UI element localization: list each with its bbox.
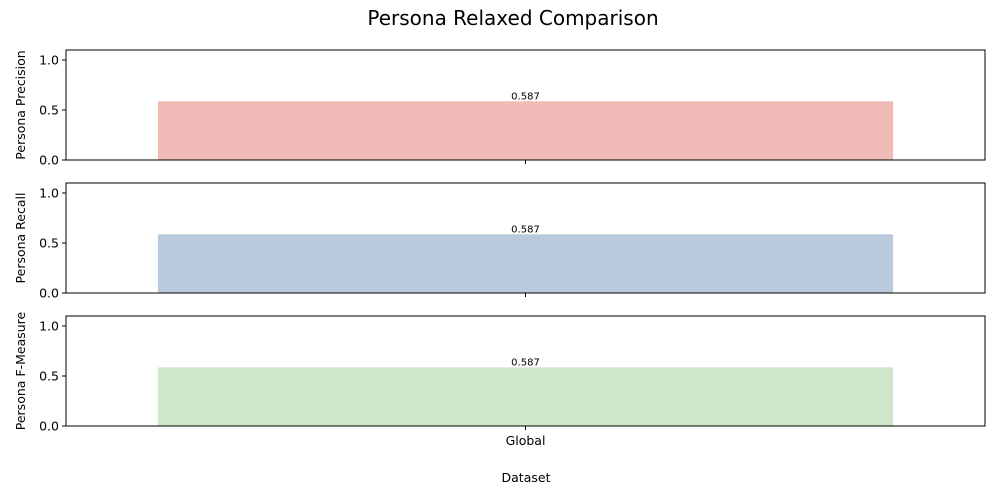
data-label: 0.587 [511, 357, 540, 368]
data-label: 0.587 [511, 224, 540, 235]
bar [157, 234, 894, 293]
y-tick-label: 0.5 [39, 103, 59, 118]
bar [157, 367, 894, 426]
y-tick-label: 0.5 [39, 369, 59, 384]
y-tick-label: 0.0 [39, 153, 59, 168]
y-tick-label: 0.5 [39, 236, 59, 251]
bar [157, 101, 894, 160]
y-tick-label: 1.0 [39, 319, 59, 334]
x-tick-label: Global [506, 433, 546, 448]
y-tick-label: 1.0 [39, 53, 59, 68]
chart-title: Persona Relaxed Comparison [367, 6, 658, 30]
y-axis-label: Persona F-Measure [13, 311, 28, 430]
data-label: 0.587 [511, 91, 540, 102]
y-axis-label: Persona Precision [13, 50, 28, 159]
y-tick-label: 0.0 [39, 419, 59, 434]
y-tick-label: 0.0 [39, 286, 59, 301]
y-tick-label: 1.0 [39, 186, 59, 201]
y-axis-label: Persona Recall [13, 193, 28, 284]
x-axis-label: Dataset [502, 470, 551, 485]
